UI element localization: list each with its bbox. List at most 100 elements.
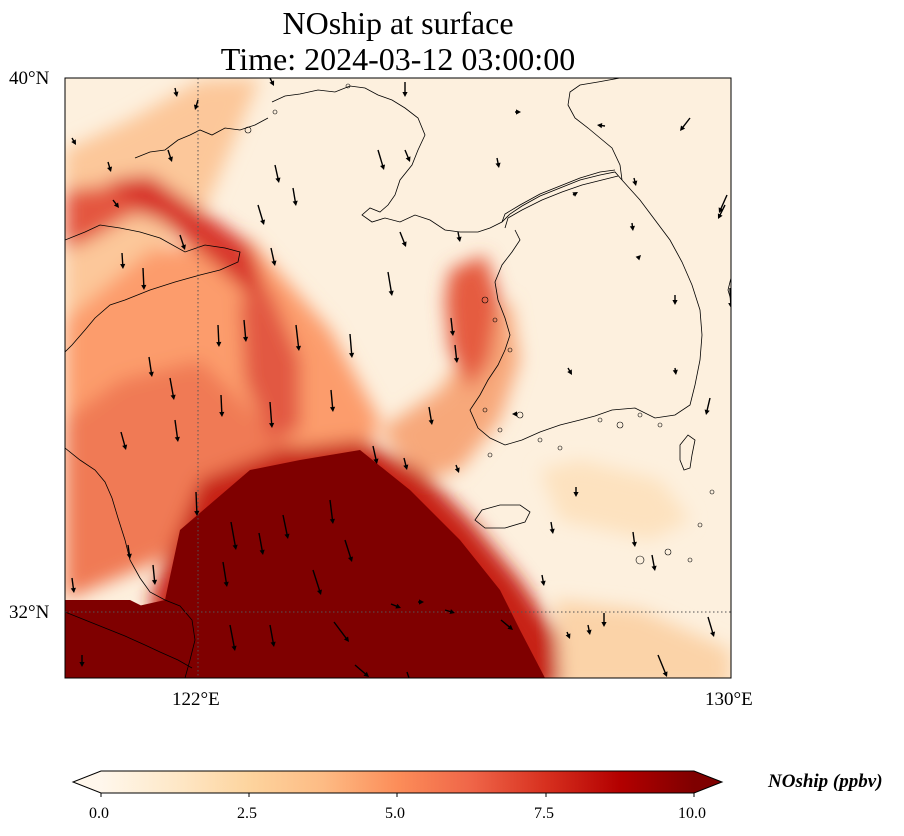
wind-arrow: [632, 531, 636, 544]
wind-arrow: [349, 333, 353, 355]
wind-arrow-head: [193, 104, 199, 110]
wind-arrow-head: [380, 164, 386, 170]
wind-arrow: [229, 624, 236, 648]
wind-arrow-head: [512, 411, 517, 417]
wind-arrow-head: [672, 369, 678, 375]
wind-arrow: [269, 401, 273, 425]
coastlines: [65, 78, 731, 678]
wind-arrow-head: [407, 678, 412, 684]
wind-arrow-head: [565, 633, 571, 639]
lat-tick-label: 40°N: [9, 68, 50, 89]
wind-arrow-head: [70, 587, 76, 593]
wind-arrow: [454, 344, 458, 360]
wind-arrow-head: [717, 213, 723, 219]
wind-arrow-head: [718, 207, 724, 213]
wind-arrow-head: [173, 91, 179, 97]
wind-arrow-head: [259, 549, 265, 555]
wind-arrow-head: [549, 528, 555, 534]
wind-arrow-head: [632, 180, 638, 186]
wind-arrow-head: [516, 109, 521, 115]
wind-arrow: [312, 569, 321, 592]
wind-arrow-head: [343, 636, 349, 642]
wind-arrow: [428, 406, 433, 422]
wind-arrow: [681, 117, 691, 129]
colorbar-tick-label: 5.0: [385, 805, 405, 822]
wind-arrow: [329, 499, 334, 521]
wind-arrow-head: [270, 641, 276, 647]
wind-arrow-head: [242, 336, 249, 342]
wind-arrow-head: [567, 369, 572, 375]
wind-arrow-head: [232, 544, 238, 550]
wind-arrow-head: [373, 458, 379, 464]
wind-arrow-head: [148, 371, 154, 377]
colorbar-tick-label: 7.5: [534, 805, 554, 822]
wind-arrow-head: [170, 394, 176, 400]
wind-arrow: [243, 319, 247, 339]
wind-arrow-head: [269, 422, 275, 428]
wind-arrow-head: [223, 581, 229, 587]
lat-tick-label: 32°N: [9, 602, 50, 623]
islands: [244, 83, 715, 565]
wind-arrow-head: [151, 579, 158, 585]
wind-arrow: [292, 187, 297, 203]
wind-arrow: [706, 397, 711, 412]
wind-arrow-head: [454, 467, 460, 473]
wind-arrow: [657, 654, 667, 675]
colorbar-tick-label: 0.0: [89, 805, 109, 822]
wind-arrow-head: [651, 565, 657, 571]
wind-arrow: [333, 621, 348, 640]
wind-arrow-head: [316, 589, 322, 595]
lon-tick-label: 122°E: [172, 689, 220, 710]
wind-arrow-head: [597, 123, 603, 129]
wind-arrow: [354, 664, 367, 676]
wind-arrow-head: [292, 200, 298, 206]
wind-arrow: [142, 267, 145, 287]
wind-arrow-head: [680, 125, 686, 131]
wind-arrow: [500, 619, 511, 629]
wind-arrow: [450, 317, 454, 333]
wind-arrow: [169, 377, 175, 397]
wind-arrow-head: [710, 631, 716, 637]
wind-arrow-head: [495, 162, 501, 168]
wind-arrow: [167, 149, 172, 159]
wind-arrow: [719, 194, 728, 211]
wind-arrow: [330, 389, 334, 409]
wind-arrow: [707, 616, 714, 634]
wind-arrow-head: [449, 609, 455, 615]
wind-arrow-head: [449, 330, 456, 336]
wind-arrow-head: [507, 624, 513, 630]
wind-arrow-head: [329, 518, 335, 524]
wind-arrow-head: [71, 139, 76, 145]
wind-arrow: [406, 671, 410, 678]
wind-arrow: [718, 204, 726, 217]
wind-arrow-head: [456, 236, 462, 242]
wind-arrow: [195, 491, 198, 513]
wind-arrow: [120, 431, 126, 447]
wind-arrow-head: [271, 260, 277, 266]
wind-arrow-head: [126, 553, 132, 559]
wind-arrow-head: [453, 357, 460, 363]
wind-arrow-head: [402, 92, 408, 97]
wind-arrow-head: [167, 156, 173, 162]
wind-arrow: [270, 247, 275, 263]
wind-arrow: [71, 577, 75, 590]
wind-arrow-head: [631, 541, 637, 547]
wind-arrow-head: [405, 156, 411, 162]
wind-arrow-head: [629, 225, 635, 231]
wind-arrow: [222, 561, 228, 584]
wind-arrow: [257, 204, 264, 222]
wind-arrow: [295, 324, 300, 348]
wind-arrow-head: [260, 219, 266, 225]
wind-arrow-head: [284, 533, 290, 539]
wind-arrow-head: [540, 580, 546, 586]
wind-arrow-head: [728, 302, 731, 308]
map-title: NOship at surface: [282, 5, 514, 41]
wind-arrow-head: [216, 341, 222, 347]
wind-arrow-head: [395, 603, 401, 609]
wind-arrow: [230, 521, 237, 547]
wind-arrow: [152, 564, 156, 582]
wind-arrow-head: [572, 192, 578, 197]
wind-arrow-head: [348, 556, 353, 562]
wind-arrow-head: [120, 263, 126, 269]
